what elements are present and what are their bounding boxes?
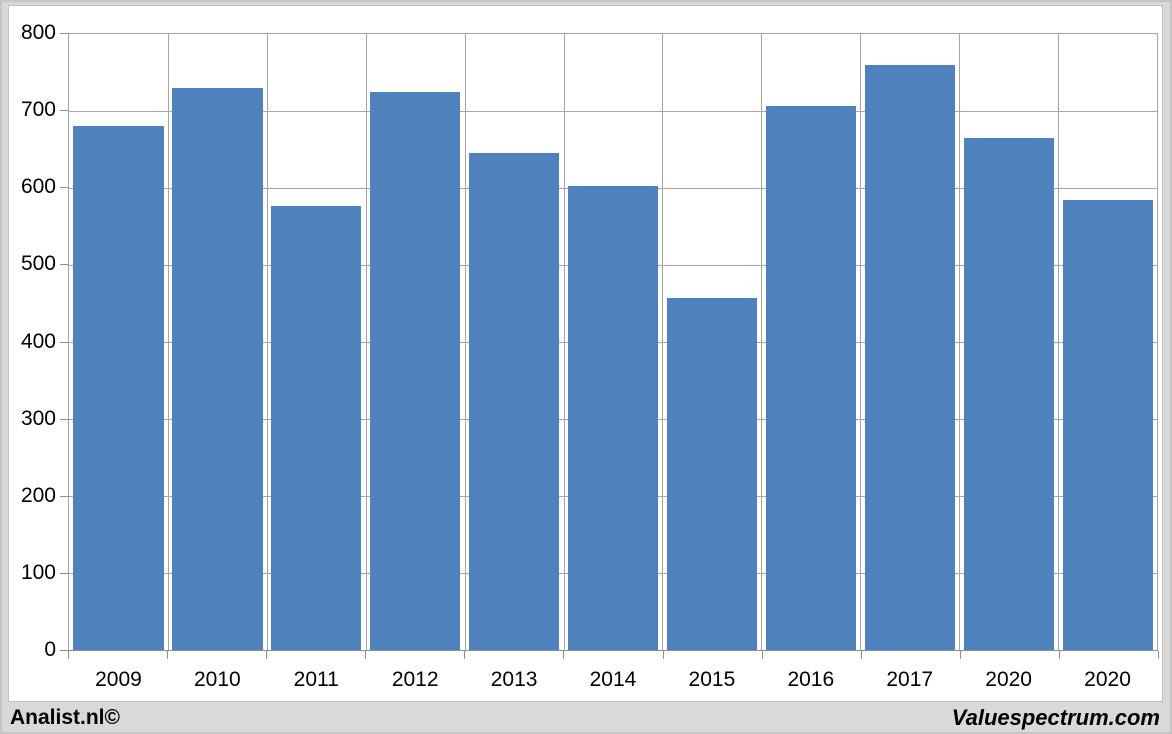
x-tick-label: 2013 [490, 668, 538, 691]
x-tick-label: 2016 [787, 668, 835, 691]
x-tick-label: 2017 [886, 668, 934, 691]
bar [370, 91, 461, 650]
y-tick-label: 400 [20, 329, 56, 353]
bar [864, 64, 955, 650]
x-tick-mark [1158, 651, 1159, 659]
v-gridline [1058, 34, 1059, 650]
bar [666, 298, 758, 650]
brand-valuespectrum: Valuespectrum.com [951, 705, 1160, 730]
bar [73, 126, 164, 650]
v-gridline [168, 34, 169, 650]
x-tick-mark [663, 651, 664, 659]
x-tick-mark [861, 651, 862, 659]
bar [963, 137, 1054, 650]
x-tick-mark [68, 651, 69, 659]
v-gridline [564, 34, 565, 650]
y-tick-label: 100 [20, 560, 56, 584]
x-tick-mark [266, 651, 267, 659]
y-tick-mark [60, 341, 69, 343]
x-tick-mark [365, 651, 366, 659]
y-tick-mark [60, 187, 69, 189]
x-tick-mark [960, 651, 961, 659]
y-tick-label: 300 [20, 406, 56, 430]
y-tick-mark [60, 33, 69, 34]
plot-area [68, 33, 1158, 651]
brand-analist: Analist.nl© [10, 706, 120, 729]
y-tick-mark [60, 264, 69, 266]
v-gridline [465, 34, 466, 650]
bar [271, 206, 362, 650]
chart-panel: 0 100 200 300 400 500 600 700 800 2009 2010 2011 20… [8, 5, 1163, 702]
x-tick-mark [762, 651, 763, 659]
y-tick-mark [60, 418, 69, 420]
y-tick-label: 500 [20, 252, 56, 276]
h-gridline [69, 111, 1157, 112]
y-tick-label: 200 [20, 483, 56, 507]
x-tick-label: 2014 [589, 668, 637, 691]
bar [765, 106, 857, 650]
x-tick-mark [1059, 651, 1060, 659]
footer: Analist.nl© Valuespectrum.com [10, 703, 1160, 732]
v-gridline [662, 34, 663, 650]
x-tick-label: 2015 [688, 668, 736, 691]
y-tick-label: 600 [20, 175, 56, 199]
y-tick-mark [60, 110, 69, 112]
v-gridline [959, 34, 960, 650]
y-tick-label: 800 [20, 21, 56, 44]
y-tick-label: 700 [20, 98, 56, 122]
x-tick-label: 2009 [95, 668, 142, 691]
x-tick-label: 2020 [985, 668, 1032, 691]
x-tick-mark [167, 651, 168, 659]
y-tick-mark [60, 650, 69, 651]
y-tick-mark [60, 572, 69, 574]
y-tick-mark [60, 495, 69, 497]
v-gridline [267, 34, 268, 650]
bar [567, 185, 659, 650]
v-gridline [366, 34, 367, 650]
bar [1062, 200, 1153, 650]
x-tick-label: 2012 [391, 668, 439, 691]
v-gridline [860, 34, 861, 650]
bar [469, 152, 560, 650]
v-gridline [761, 34, 762, 650]
x-tick-label: 2010 [194, 668, 241, 691]
x-tick-label: 2020 [1084, 668, 1131, 691]
x-tick-mark [464, 651, 465, 659]
bar [172, 87, 263, 650]
x-tick-label: 2011 [293, 668, 339, 691]
y-tick-label: 0 [44, 638, 56, 661]
x-tick-mark [563, 651, 564, 659]
